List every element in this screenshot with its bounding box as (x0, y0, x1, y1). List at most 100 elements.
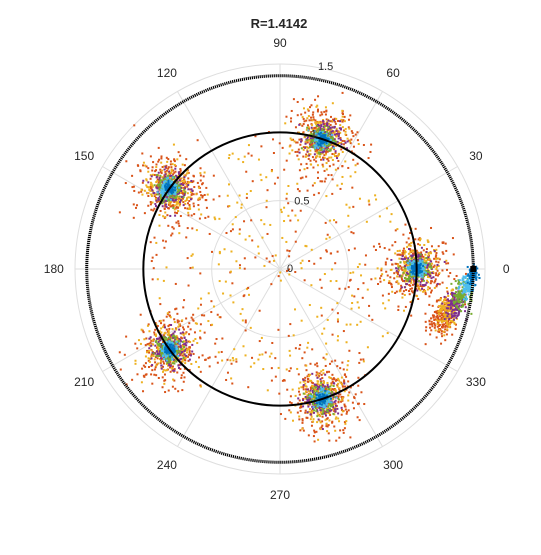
scatter-point (302, 148, 305, 151)
scatter-point (305, 128, 308, 131)
scatter-point (423, 266, 426, 269)
scatter-point (191, 189, 194, 192)
scatter-point (421, 259, 424, 262)
scatter-point (423, 258, 426, 261)
scatter-point (387, 292, 390, 295)
scatter-point (340, 408, 343, 411)
scatter-point (436, 269, 439, 272)
scatter-point (330, 147, 333, 150)
scatter-point (444, 242, 447, 245)
scatter-point (408, 260, 411, 263)
scatter-point (157, 352, 160, 355)
scatter-point (406, 266, 409, 269)
scatter-point (314, 98, 317, 101)
scatter-point (167, 224, 170, 227)
scatter-point (189, 188, 192, 191)
scatter-point (142, 390, 145, 393)
scatter-point (424, 253, 427, 256)
scatter-point (315, 142, 318, 145)
scatter-point (418, 288, 421, 291)
scatter-point (403, 286, 406, 289)
scatter-point (426, 239, 429, 242)
scatter-point (180, 199, 183, 202)
scatter-point (313, 153, 316, 156)
scatter-point (161, 176, 164, 179)
scatter-point (406, 277, 409, 280)
scatter-point (411, 270, 414, 273)
scatter-point (186, 355, 189, 358)
scatter-point (167, 342, 170, 345)
scatter-point (419, 239, 422, 242)
scatter-point (435, 285, 438, 288)
scatter-point (368, 314, 371, 317)
scatter-point (314, 386, 317, 389)
scatter-point (342, 431, 345, 434)
scatter-point (338, 379, 341, 382)
scatter-point (302, 123, 305, 126)
scatter-point (324, 150, 327, 153)
scatter-point (254, 135, 257, 138)
scatter-point (413, 262, 416, 265)
scatter-point (418, 263, 421, 266)
scatter-point (407, 252, 410, 255)
scatter-point (327, 409, 330, 412)
scatter-point (401, 269, 404, 272)
scatter-point (177, 339, 180, 342)
scatter-point (179, 168, 182, 171)
scatter-point (329, 413, 332, 416)
scatter-point (174, 207, 177, 210)
scatter-point (157, 353, 160, 356)
scatter-point (325, 402, 328, 405)
scatter-point (339, 138, 342, 141)
scatter-point (333, 119, 336, 122)
scatter-point (342, 143, 345, 146)
scatter-point (199, 174, 202, 177)
scatter-point (420, 272, 423, 275)
scatter-point (318, 139, 321, 142)
scatter-point (192, 193, 195, 196)
scatter-point (155, 355, 158, 358)
scatter-point (314, 148, 317, 151)
scatter-point (322, 394, 325, 397)
scatter-point (318, 152, 321, 155)
scatter-point (315, 105, 318, 108)
scatter-point (153, 173, 156, 176)
scatter-point (170, 323, 173, 326)
scatter-point (162, 181, 165, 184)
scatter-point (356, 416, 359, 419)
scatter-point (344, 130, 347, 133)
scatter-point (304, 140, 307, 143)
scatter-point (227, 205, 230, 208)
scatter-point (147, 357, 150, 360)
scatter-point (156, 325, 159, 328)
scatter-point (307, 434, 310, 437)
scatter-point (149, 241, 152, 244)
scatter-point (187, 359, 190, 362)
scatter-point (266, 389, 269, 392)
scatter-point (157, 343, 160, 346)
scatter-point (182, 371, 185, 374)
scatter-point (301, 419, 304, 422)
scatter-point (176, 350, 179, 353)
scatter-point (185, 340, 188, 343)
scatter-point (307, 109, 310, 112)
scatter-point (327, 405, 330, 408)
scatter-point (221, 359, 224, 362)
scatter-point (182, 186, 185, 189)
scatter-point (178, 186, 181, 189)
scatter-point (172, 199, 175, 202)
scatter-point (177, 348, 180, 351)
scatter-point (389, 276, 392, 279)
scatter-point (338, 131, 341, 134)
scatter-point (301, 176, 304, 179)
scatter-point (310, 396, 313, 399)
scatter-point (404, 250, 407, 253)
scatter-point (430, 277, 433, 280)
scatter-point (337, 137, 340, 140)
scatter-point (154, 366, 157, 369)
scatter-point (408, 293, 411, 296)
scatter-point (177, 364, 180, 367)
scatter-point (165, 166, 168, 169)
scatter-point (413, 270, 416, 273)
scatter-point (316, 128, 319, 131)
